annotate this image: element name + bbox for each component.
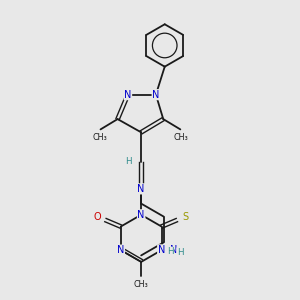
Text: H: H [125, 157, 132, 166]
Text: N: N [158, 245, 165, 255]
Text: CH₃: CH₃ [173, 133, 188, 142]
Text: CH₃: CH₃ [134, 280, 148, 289]
Text: H: H [167, 247, 174, 256]
Text: CH₃: CH₃ [93, 133, 107, 142]
Text: N: N [170, 245, 177, 255]
Text: N: N [137, 184, 145, 194]
Text: N: N [152, 90, 160, 100]
Text: O: O [93, 212, 101, 222]
Text: N: N [124, 90, 132, 100]
Text: S: S [182, 212, 188, 222]
Text: N: N [137, 210, 145, 220]
Text: H: H [177, 248, 184, 257]
Text: N: N [158, 245, 165, 255]
Text: N: N [117, 245, 124, 255]
